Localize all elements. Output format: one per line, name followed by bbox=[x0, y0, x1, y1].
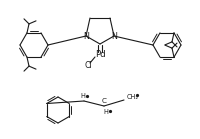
Text: H: H bbox=[103, 109, 108, 115]
Text: Cl: Cl bbox=[84, 60, 91, 70]
Text: N: N bbox=[83, 32, 88, 40]
Text: C: C bbox=[101, 98, 106, 104]
Text: Pd: Pd bbox=[94, 49, 105, 59]
Text: CH₂: CH₂ bbox=[126, 94, 138, 100]
Text: N: N bbox=[111, 32, 116, 40]
Text: H: H bbox=[80, 93, 85, 99]
